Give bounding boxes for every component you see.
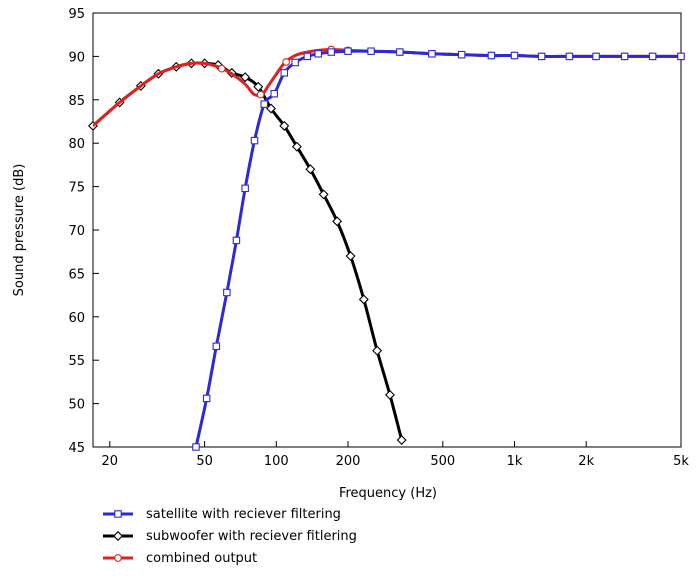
x-axis: 20 50 100 200 500 1k 2k 5k: [102, 441, 689, 469]
y-axis-title: Sound pressure (dB): [12, 164, 27, 297]
data-point: [250, 136, 259, 145]
data-point: [428, 50, 436, 58]
plot-area: [92, 12, 682, 448]
data-point: [384, 389, 395, 400]
data-point: [327, 48, 335, 56]
data-point: [217, 64, 226, 73]
x-tick-label: 500: [430, 454, 455, 469]
y-tick-label: 90: [68, 50, 85, 65]
legend-marker: [114, 554, 122, 562]
x-axis-title: Frequency (Hz): [339, 486, 437, 501]
y-tick-label: 95: [68, 7, 85, 22]
y-tick-label: 65: [68, 267, 85, 282]
data-point: [253, 81, 264, 92]
y-tick-label: 70: [68, 224, 85, 239]
series-layer: [88, 45, 685, 451]
data-point: [345, 251, 356, 262]
data-point: [344, 47, 352, 55]
data-point: [212, 342, 221, 351]
legend-marker: [114, 510, 122, 518]
data-point: [358, 294, 369, 305]
data-point: [266, 103, 276, 114]
data-point: [305, 164, 316, 175]
data-point: [279, 120, 290, 131]
x-tick-label: 200: [336, 454, 361, 469]
y-tick-label: 85: [68, 94, 85, 109]
data-point: [241, 184, 249, 193]
legend-label: combined output: [146, 551, 257, 566]
y-tick-label: 60: [68, 311, 85, 326]
data-point: [510, 51, 519, 60]
x-tick-label: 20: [102, 454, 119, 469]
data-point: [232, 236, 241, 245]
data-point: [318, 189, 329, 200]
data-point: [332, 216, 343, 227]
data-point: [240, 72, 251, 83]
data-point: [367, 47, 375, 55]
data-point: [291, 141, 302, 152]
legend-item: subwoofer with reciever fitlering: [103, 529, 357, 544]
y-axis: 45 50 55 60 65 70 75 80 85 90 95: [68, 7, 99, 456]
data-point: [314, 50, 323, 58]
data-point: [487, 51, 496, 60]
y-tick-label: 75: [68, 181, 85, 196]
data-point: [372, 345, 383, 356]
data-point: [303, 52, 312, 61]
x-tick-label: 100: [264, 454, 289, 469]
data-point: [282, 58, 291, 66]
data-point: [291, 58, 299, 67]
data-point: [537, 52, 546, 61]
data-point: [457, 50, 466, 59]
data-point: [202, 394, 211, 403]
legend-item: combined output: [103, 551, 257, 566]
x-tick-label: 1k: [507, 454, 523, 469]
y-tick-label: 45: [68, 441, 85, 456]
data-point: [256, 90, 265, 99]
data-point: [648, 52, 657, 61]
data-point: [592, 52, 600, 61]
legend-item: satellite with reciever filtering: [103, 507, 341, 522]
legend-marker: [113, 531, 123, 541]
x-tick-label: 5k: [673, 454, 689, 469]
y-tick-label: 80: [68, 137, 85, 152]
data-point: [620, 52, 629, 61]
series-markers: [192, 47, 685, 451]
data-point: [677, 52, 685, 61]
legend-label: subwoofer with reciever fitlering: [146, 529, 357, 544]
x-tick-label: 2k: [578, 454, 594, 469]
plot-frame: [92, 12, 682, 448]
legend: satellite with reciever filtering subwoof…: [103, 507, 357, 566]
data-point: [192, 443, 200, 451]
y-tick-label: 50: [68, 398, 85, 413]
data-point: [396, 48, 404, 56]
data-point: [396, 435, 407, 446]
x-tick-label: 50: [196, 454, 213, 469]
data-point: [223, 288, 231, 297]
legend-label: satellite with reciever filtering: [146, 507, 341, 522]
data-point: [270, 89, 278, 98]
data-point: [565, 52, 574, 61]
data-point: [260, 100, 269, 108]
data-point: [280, 69, 289, 77]
y-tick-label: 55: [68, 354, 85, 369]
